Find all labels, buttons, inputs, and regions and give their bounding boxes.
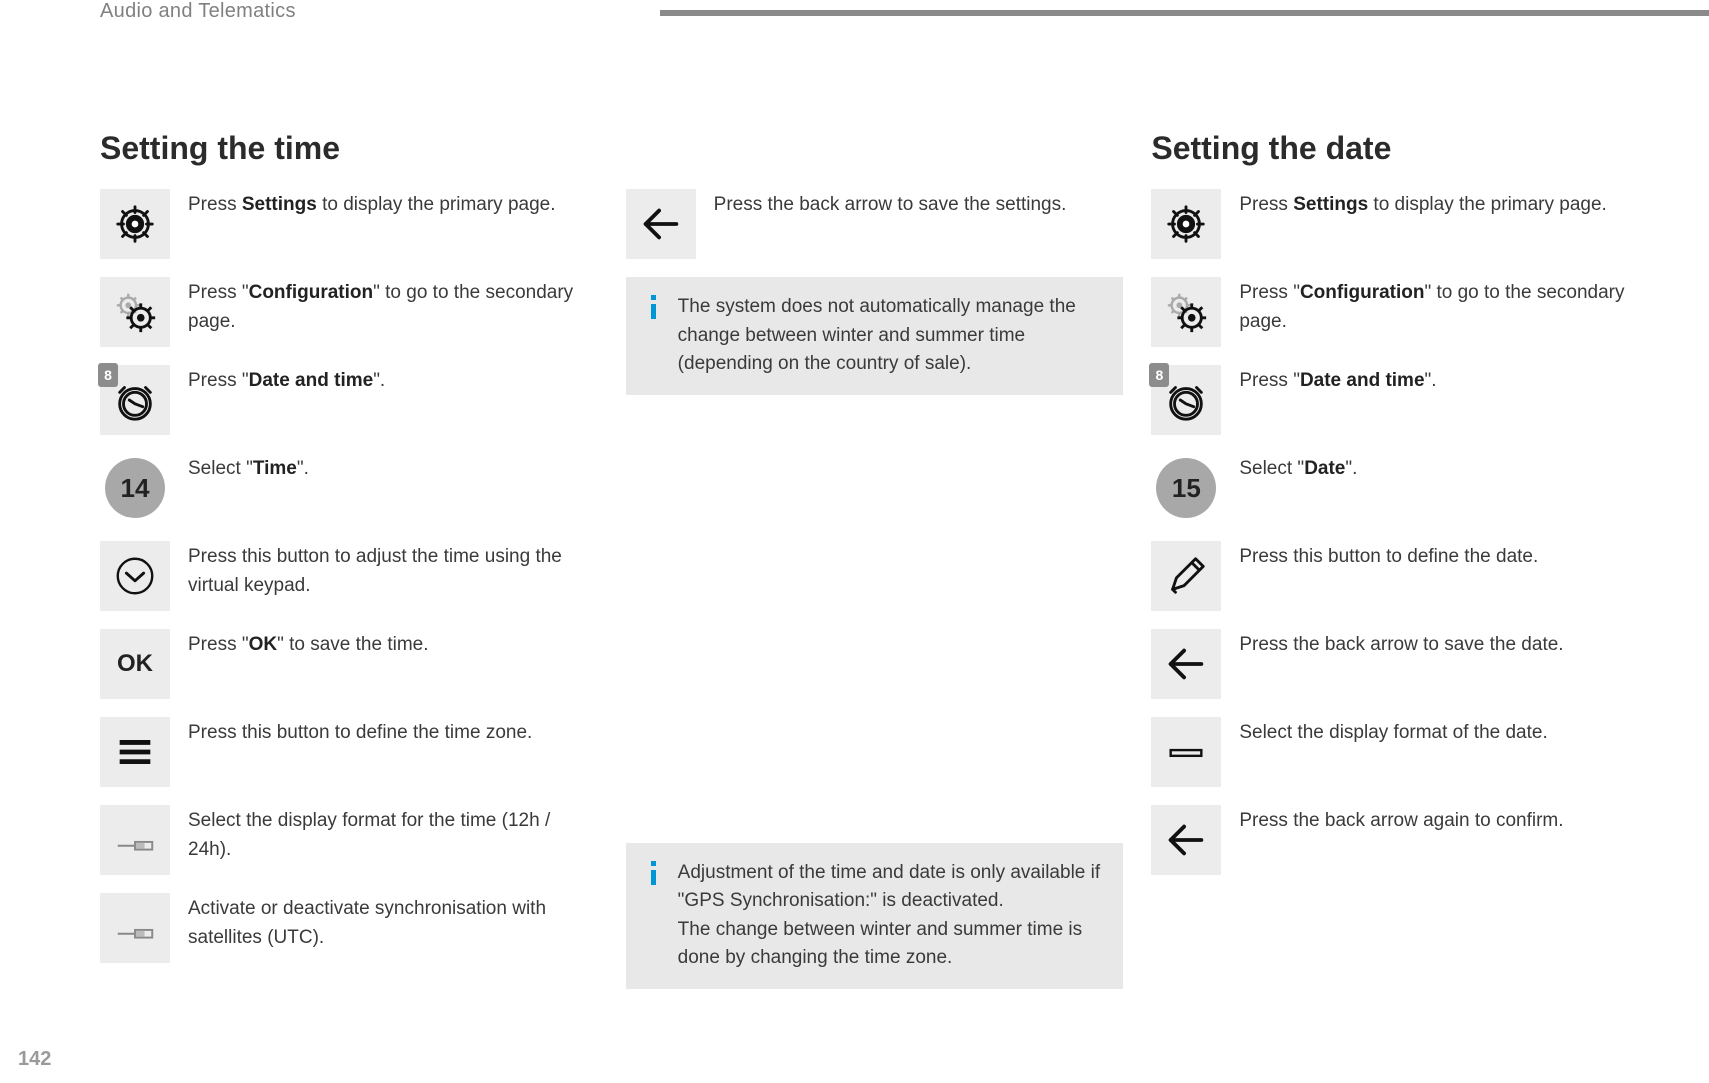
section-time-title: Setting the time bbox=[100, 130, 598, 167]
step: 14 Select "Time". bbox=[100, 453, 598, 523]
one-line-icon bbox=[1151, 717, 1221, 787]
badge-8-icon: 8 bbox=[1149, 363, 1169, 387]
step: Press this button to define the date. bbox=[1151, 541, 1649, 611]
content-columns: Setting the time Press Settings to displ… bbox=[100, 130, 1649, 1007]
step-text: Press the back arrow to save the date. bbox=[1239, 629, 1563, 660]
info-text-1: The system does not automatically manage… bbox=[678, 293, 1102, 379]
column-time: Setting the time Press Settings to displ… bbox=[100, 130, 598, 1007]
step: Press this button to adjust the time usi… bbox=[100, 541, 598, 611]
step-text: Select the display format for the time (… bbox=[188, 805, 598, 864]
step-text: Press "Date and time". bbox=[1239, 365, 1436, 396]
section-date-title: Setting the date bbox=[1151, 130, 1649, 167]
step-text: Select the display format of the date. bbox=[1239, 717, 1547, 748]
info-icon bbox=[644, 859, 662, 892]
num15-icon: 15 bbox=[1151, 453, 1221, 523]
ok-label: OK bbox=[117, 650, 153, 678]
step-text: Select "Time". bbox=[188, 453, 309, 484]
date-steps: Press Settings to display the primary pa… bbox=[1151, 189, 1649, 875]
step-text: Press this button to adjust the time usi… bbox=[188, 541, 598, 600]
step-text: Press this button to define the time zon… bbox=[188, 717, 532, 748]
step-text: Press the back arrow to save the setting… bbox=[714, 189, 1067, 220]
time-steps: Press Settings to display the primary pa… bbox=[100, 189, 598, 963]
header-rule bbox=[660, 10, 1709, 16]
step: Select the display format of the date. bbox=[1151, 717, 1649, 787]
clock8-icon: 8 bbox=[1151, 365, 1221, 435]
step: Press Settings to display the primary pa… bbox=[100, 189, 598, 259]
chev-circle-icon bbox=[100, 541, 170, 611]
header-label: Audio and Telematics bbox=[100, 0, 296, 23]
step: Activate or deactivate synchronisation w… bbox=[100, 893, 598, 963]
gears-icon bbox=[100, 277, 170, 347]
step-text: Press Settings to display the primary pa… bbox=[1239, 189, 1607, 220]
back-step: Press the back arrow to save the setting… bbox=[626, 189, 1124, 259]
num-15-icon: 15 bbox=[1156, 458, 1216, 518]
info-box-1: The system does not automatically manage… bbox=[626, 277, 1124, 395]
back-arrow-icon bbox=[1151, 629, 1221, 699]
step: Press the back arrow to save the date. bbox=[1151, 629, 1649, 699]
step-text: Press "OK" to save the time. bbox=[188, 629, 429, 660]
gear-icon bbox=[1151, 189, 1221, 259]
step: OK Press "OK" to save the time. bbox=[100, 629, 598, 699]
clock8-icon: 8 bbox=[100, 365, 170, 435]
step: Press "Configuration" to go to the secon… bbox=[1151, 277, 1649, 347]
gears-icon bbox=[1151, 277, 1221, 347]
step: Press the back arrow again to confirm. bbox=[1151, 805, 1649, 875]
pencil-icon bbox=[1151, 541, 1221, 611]
back-arrow-icon bbox=[1151, 805, 1221, 875]
step-text: Press "Configuration" to go to the secon… bbox=[1239, 277, 1649, 336]
step-text: Press Settings to display the primary pa… bbox=[188, 189, 556, 220]
num-14-icon: 14 bbox=[105, 458, 165, 518]
step-text: Press the back arrow again to confirm. bbox=[1239, 805, 1563, 836]
step-text: Press this button to define the date. bbox=[1239, 541, 1538, 572]
step-text: Press "Date and time". bbox=[188, 365, 385, 396]
info-box-2: Adjustment of the time and date is only … bbox=[626, 843, 1124, 989]
step: 8 Press "Date and time". bbox=[1151, 365, 1649, 435]
info-text-2: Adjustment of the time and date is only … bbox=[678, 859, 1102, 973]
badge-8-icon: 8 bbox=[98, 363, 118, 387]
toggle-icon bbox=[100, 893, 170, 963]
step-text: Select "Date". bbox=[1239, 453, 1357, 484]
step: 15 Select "Date". bbox=[1151, 453, 1649, 523]
step-text: Press "Configuration" to go to the secon… bbox=[188, 277, 598, 336]
step: Press this button to define the time zon… bbox=[100, 717, 598, 787]
toggle-icon bbox=[100, 805, 170, 875]
column-date: Setting the date Press Settings to displ… bbox=[1151, 130, 1649, 1007]
step: Press the back arrow to save the setting… bbox=[626, 189, 1124, 259]
three-lines-icon bbox=[100, 717, 170, 787]
column-middle: . Press the back arrow to save the setti… bbox=[626, 130, 1124, 1007]
col2-spacer bbox=[626, 413, 1124, 833]
info-icon bbox=[644, 293, 662, 326]
page-number: 142 bbox=[18, 1048, 51, 1071]
ok-icon: OK bbox=[100, 629, 170, 699]
step: Press "Configuration" to go to the secon… bbox=[100, 277, 598, 347]
step: Select the display format for the time (… bbox=[100, 805, 598, 875]
num14-icon: 14 bbox=[100, 453, 170, 523]
step-text: Activate or deactivate synchronisation w… bbox=[188, 893, 598, 952]
gear-icon bbox=[100, 189, 170, 259]
step: Press Settings to display the primary pa… bbox=[1151, 189, 1649, 259]
step: 8 Press "Date and time". bbox=[100, 365, 598, 435]
back-arrow-icon bbox=[626, 189, 696, 259]
